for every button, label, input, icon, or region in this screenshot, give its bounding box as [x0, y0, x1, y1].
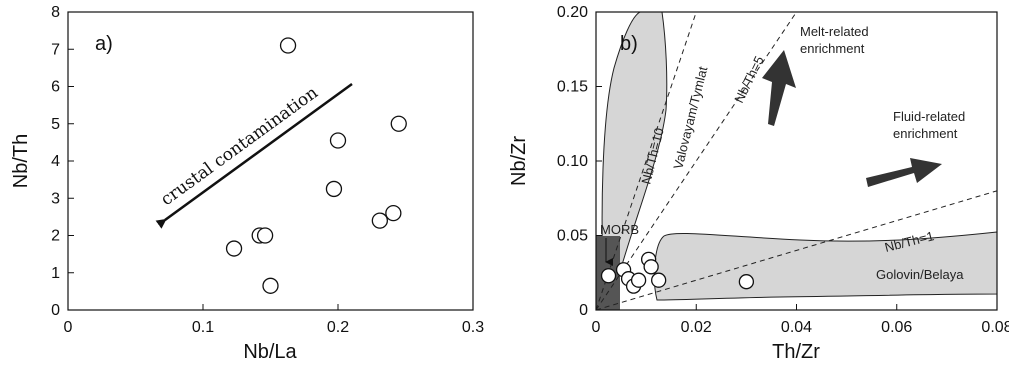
panel-b-x-ticks: 0 0.02 0.04 0.06 0.08 [592, 304, 1009, 336]
panel-a-data-point [329, 132, 347, 149]
fluid-enrichment-arrow [866, 158, 942, 187]
panel-a-data-point [371, 212, 389, 229]
panel-a: 0 1 2 3 4 5 6 7 8 0 0.1 0.2 0.3 a) Nb/La Nb/Th crus… [10, 4, 484, 363]
panel-a-data-point [385, 204, 402, 222]
panel-b-data-point [630, 272, 647, 288]
panel-b-x-axis-label: Th/Zr [772, 341, 820, 363]
panel-b-x-tick-label: 0.08 [981, 319, 1009, 336]
panel-a-label: a) [95, 33, 113, 55]
nb-th-10-line [596, 12, 697, 310]
panel-a-y-tick-label: 1 [51, 265, 60, 282]
fluid-related-label-line2: enrichment [893, 126, 958, 141]
panel-b-data-point [600, 268, 617, 284]
panel-a-x-tick-label: 0.3 [462, 319, 484, 336]
panel-a-y-tick-label: 7 [51, 41, 60, 58]
panel-a-y-tick-label: 4 [51, 153, 60, 170]
valovayam-tymlat-label: Valovayam/Tymlat [670, 65, 710, 171]
panel-a-y-ticks: 0 1 2 3 4 5 6 7 8 [51, 4, 74, 319]
panel-a-data-point [390, 115, 407, 132]
panel-b-x-tick-label: 0.04 [781, 319, 812, 336]
panel-a-y-tick-label: 5 [51, 116, 60, 133]
panel-b-y-ticks: 0 0.05 0.10 0.15 0.20 [557, 4, 602, 319]
panel-a-x-ticks: 0 0.1 0.2 0.3 [64, 304, 484, 336]
panel-b-data-point [738, 274, 755, 290]
panel-a-x-axis-label: Nb/La [243, 341, 297, 363]
golovin-belaya-field [653, 231, 997, 301]
fluid-related-label-line1: Fluid-related [893, 109, 965, 124]
golovin-belaya-label: Golovin/Belaya [876, 267, 964, 282]
panel-a-y-tick-label: 3 [51, 190, 60, 207]
panel-b-x-tick-label: 0 [592, 319, 601, 336]
melt-related-label-line2: enrichment [800, 41, 865, 56]
melt-related-label-line1: Melt-related [800, 24, 869, 39]
panel-a-y-tick-label: 2 [51, 228, 60, 245]
panel-b-y-tick-label: 0 [579, 302, 588, 319]
panel-a-data-point [325, 180, 343, 198]
panel-b-x-tick-label: 0.06 [881, 319, 912, 336]
panel-a-data-point [256, 227, 274, 244]
morb-label: MORB [600, 222, 639, 237]
panel-a-contamination-arrow [155, 82, 353, 229]
panel-a-y-tick-label: 0 [51, 302, 60, 319]
panel-a-y-tick-label: 6 [51, 79, 60, 96]
panel-b: 0 0.05 0.10 0.15 0.20 0 0.02 0.04 0.06 0.08 b) T… [508, 4, 1009, 363]
panel-a-contamination-label: crustal contamination [157, 83, 322, 210]
panel-a-x-tick-label: 0 [64, 319, 73, 336]
panel-b-data-point [643, 259, 659, 275]
panel-a-x-tick-label: 0.1 [192, 319, 214, 336]
panel-b-points [600, 251, 755, 294]
panel-b-label: b) [620, 33, 638, 55]
melt-enrichment-arrow [762, 50, 796, 126]
panel-a-data-point [225, 240, 243, 257]
panel-a-frame [67, 11, 474, 311]
nb-th-5-label: Nb/Th=5 [731, 54, 767, 106]
panel-a-points [225, 37, 407, 294]
panel-b-y-tick-label: 0.20 [557, 4, 588, 21]
panel-b-y-axis-label: Nb/Zr [508, 136, 530, 186]
panel-a-data-point [262, 277, 279, 294]
panel-b-y-tick-label: 0.10 [557, 153, 588, 170]
panel-b-y-tick-label: 0.05 [557, 228, 588, 245]
panel-a-y-tick-label: 8 [51, 4, 60, 21]
panel-a-y-axis-label: Nb/Th [10, 134, 32, 188]
panel-b-y-tick-label: 0.15 [557, 79, 588, 96]
panel-b-data-point [651, 272, 667, 288]
panel-a-data-point [279, 37, 297, 54]
nb-th-1-line [596, 190, 997, 310]
panel-b-x-tick-label: 0.02 [681, 319, 712, 336]
panel-a-x-tick-label: 0.2 [327, 319, 349, 336]
nb-th-5-line [596, 12, 797, 310]
